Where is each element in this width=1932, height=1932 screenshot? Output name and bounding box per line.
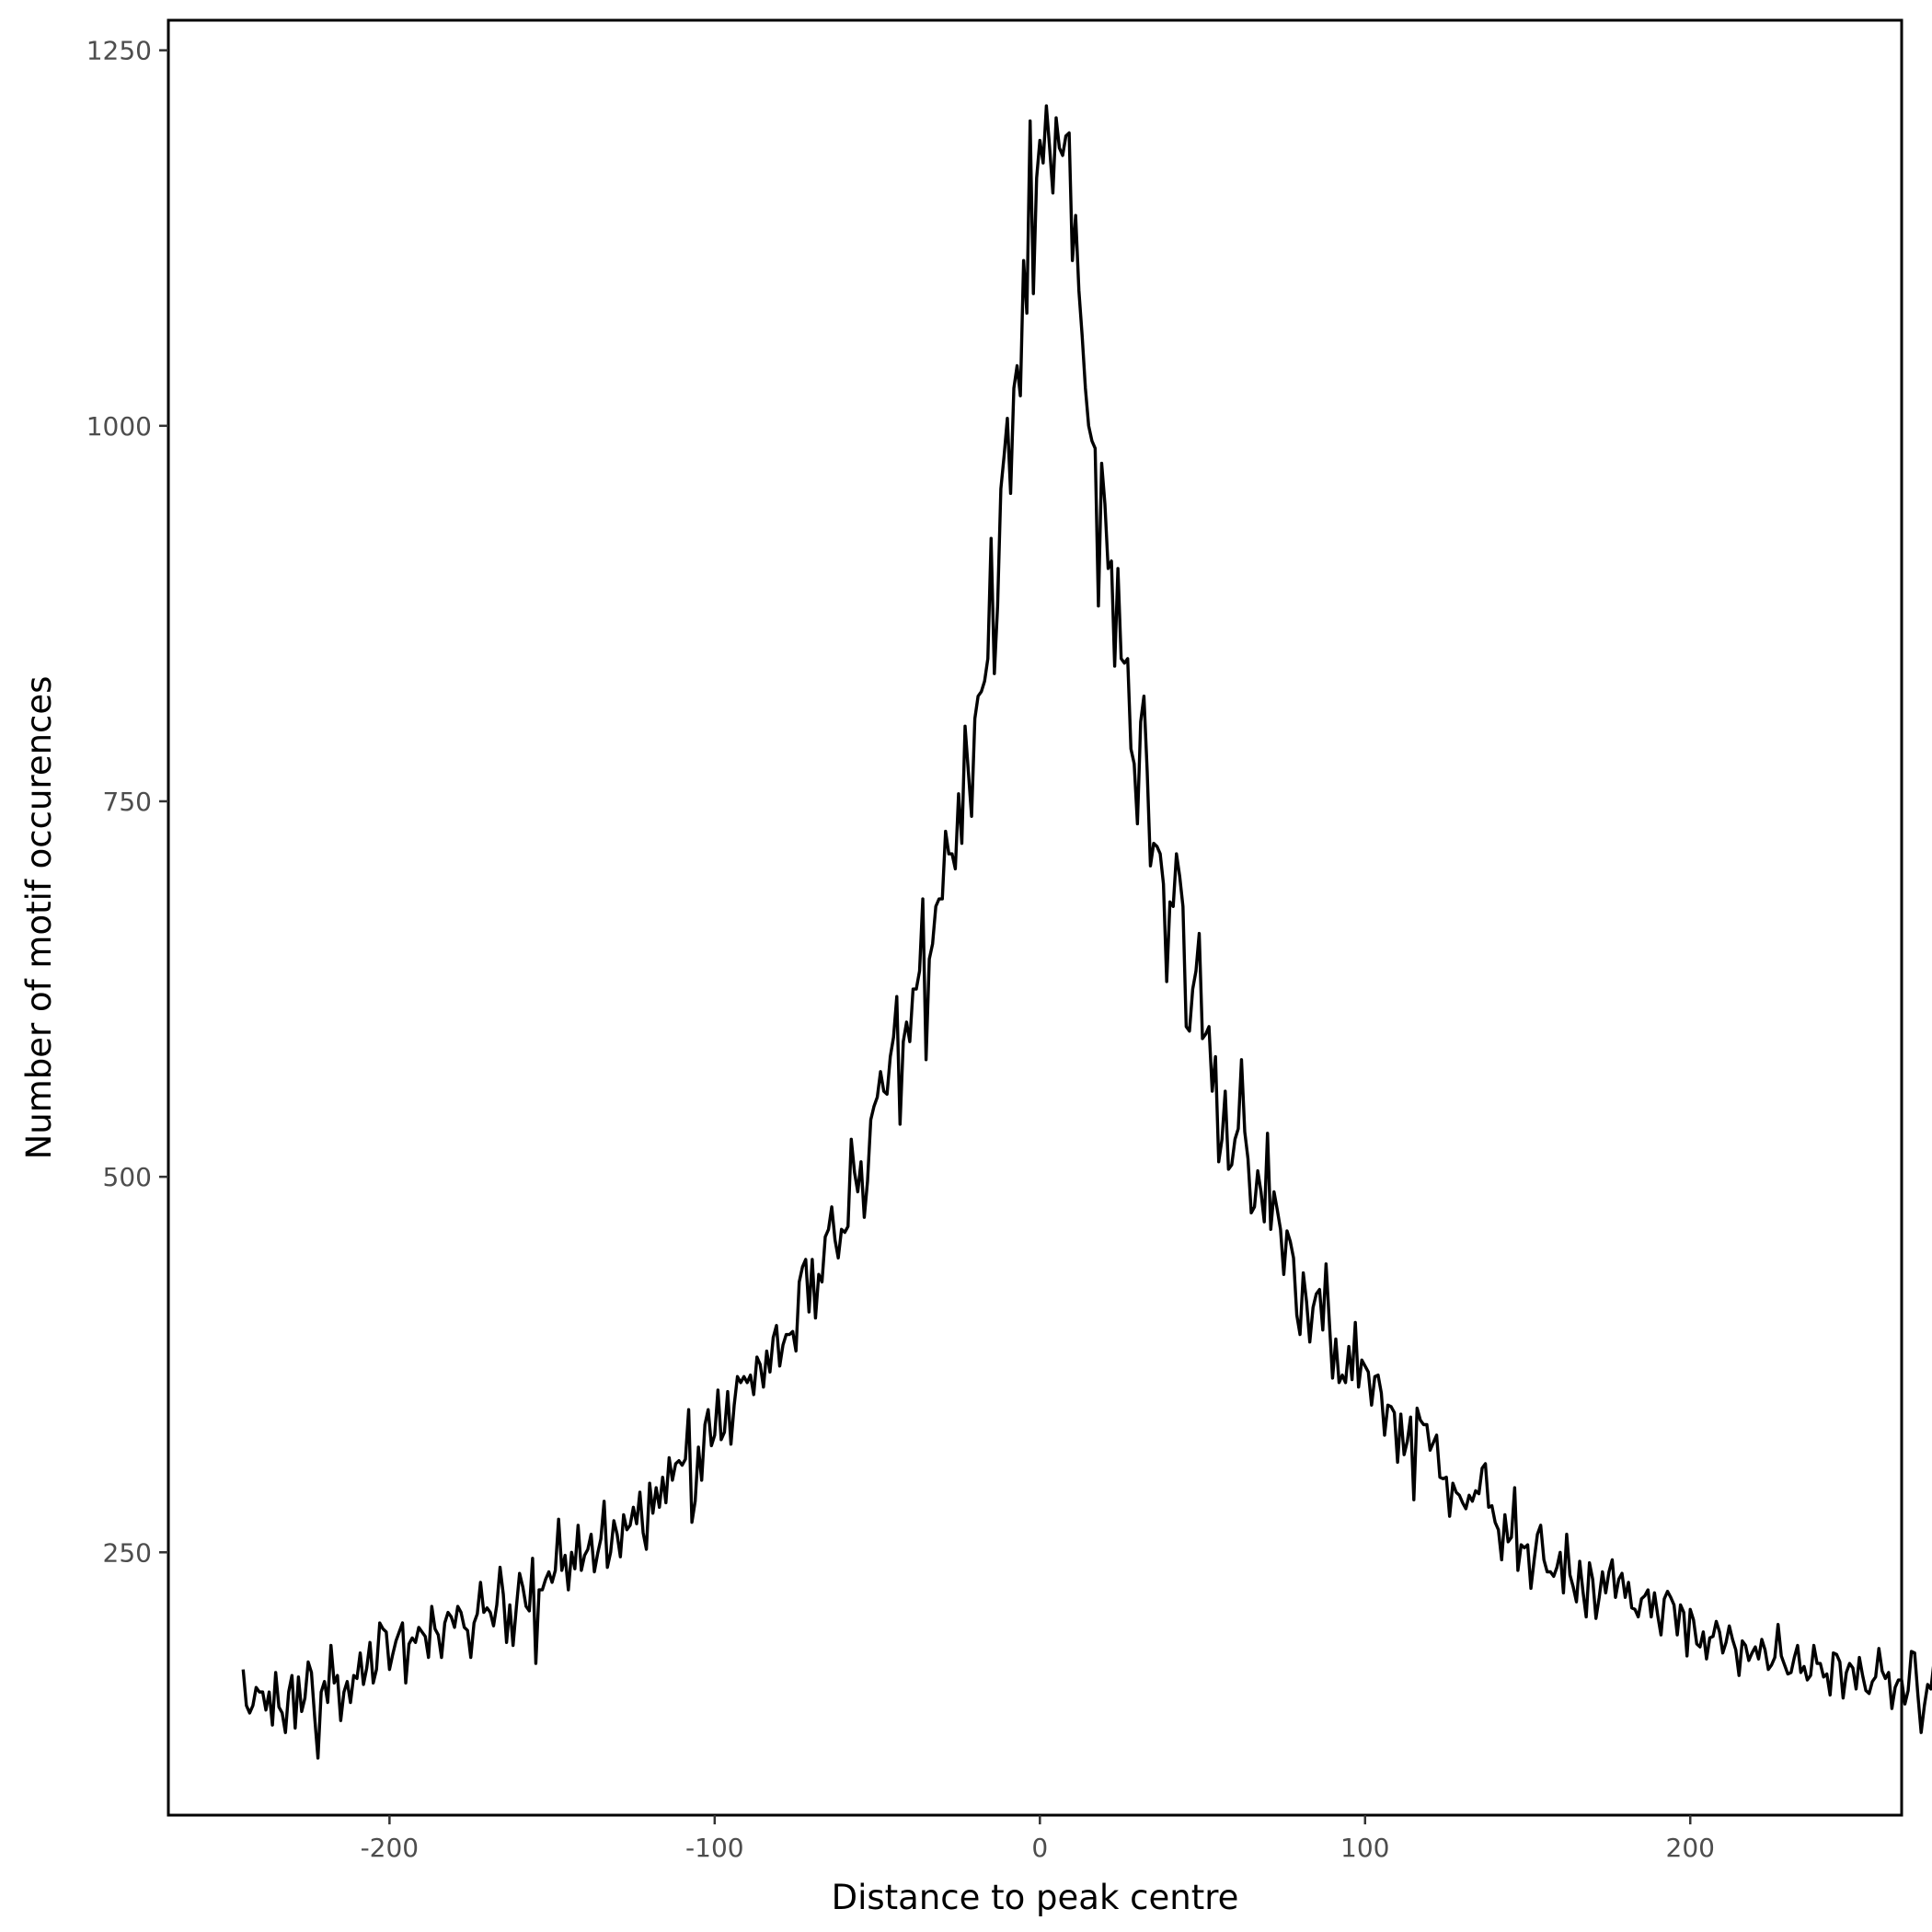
y-axis-title: Number of motif occurences [19,676,59,1160]
y-tick-label: 1000 [86,411,152,442]
plot-area [167,18,1932,1817]
y-tick-label: 750 [103,787,152,817]
x-axis-title: Distance to peak centre [832,1878,1239,1917]
x-tick-label: 200 [1666,1833,1715,1863]
y-tick-label: 500 [103,1162,152,1192]
x-tick-label: 0 [1031,1833,1048,1863]
plot-panel-border [167,18,1903,1817]
y-tick-label: 1250 [86,36,152,66]
x-tick-label: 100 [1340,1833,1389,1863]
x-tick-label: -100 [685,1833,744,1863]
series-line-0 [241,104,1932,1760]
y-tick-label: 250 [103,1537,152,1568]
x-tick-label: -200 [361,1833,420,1863]
x-axis-ticks: -200 -100 0 100 200 [361,1815,1715,1863]
y-axis-ticks: 250 500 750 1000 1250 [86,36,168,1568]
